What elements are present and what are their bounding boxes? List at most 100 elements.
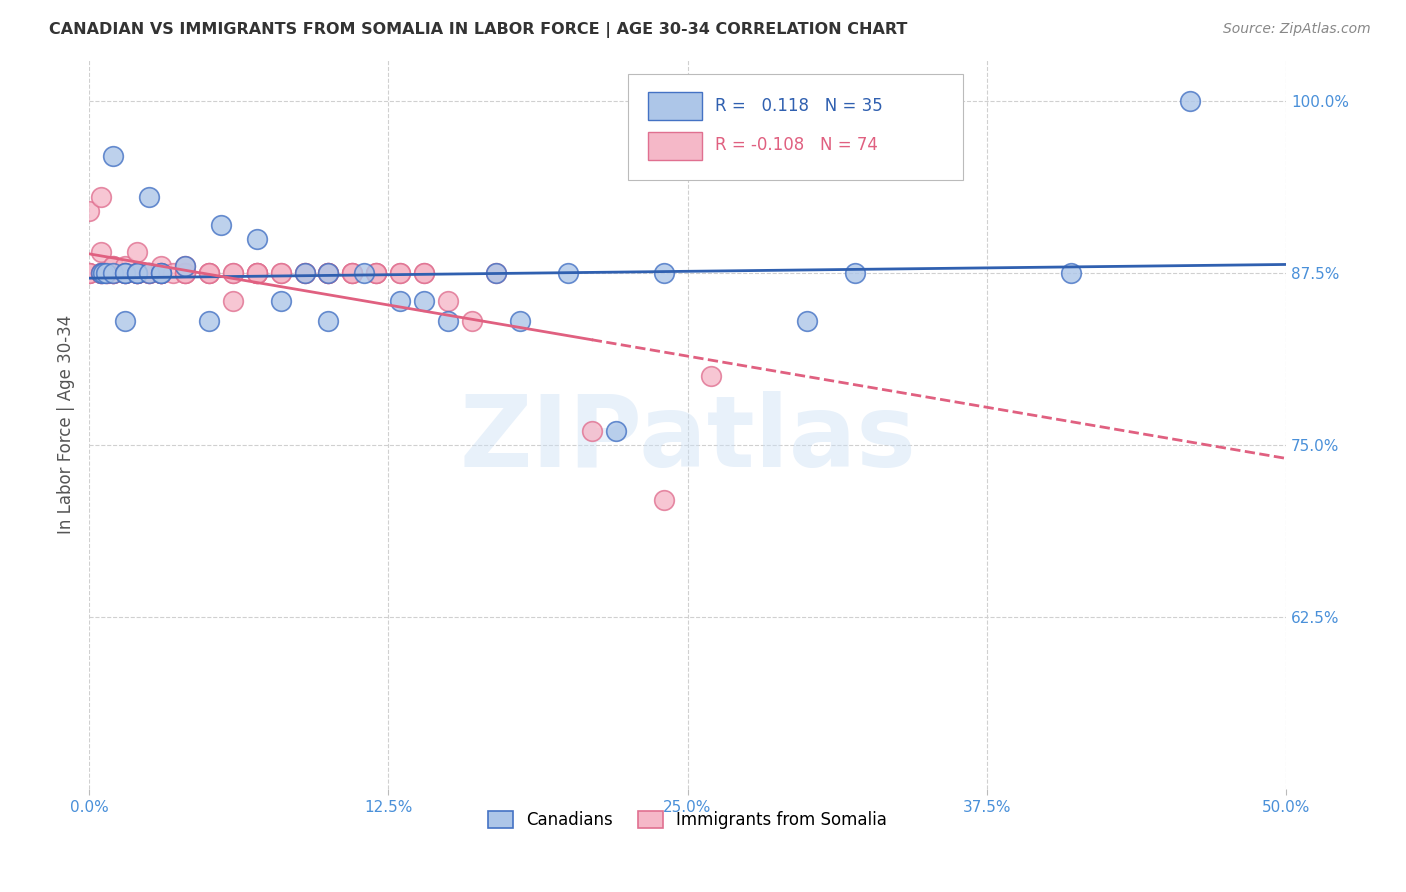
Point [246,266,269,280]
Point [101,266,124,280]
Point [101,259,124,273]
Point [97,266,120,280]
Point [209,218,232,232]
Point [149,266,172,280]
Point [389,293,412,308]
Point [125,266,148,280]
Point [77,266,100,280]
Point [366,266,388,280]
Point [77,266,100,280]
Point [197,266,219,280]
Point [125,245,148,260]
Point [90,266,112,280]
Point [437,314,460,328]
Point [222,293,245,308]
Point [413,266,436,280]
Y-axis label: In Labor Force | Age 30-34: In Labor Force | Age 30-34 [58,315,75,534]
Point [318,314,340,328]
Point [101,266,124,280]
Point [246,231,269,245]
Text: ZIPatlas: ZIPatlas [460,391,915,488]
Point [413,293,436,308]
FancyBboxPatch shape [648,93,702,120]
Text: Source: ZipAtlas.com: Source: ZipAtlas.com [1223,22,1371,37]
Point [197,314,219,328]
Point [162,266,184,280]
Point [90,190,112,204]
Point [94,266,117,280]
Point [94,266,117,280]
Point [389,266,412,280]
Point [90,266,112,280]
Point [485,266,508,280]
Point [149,266,172,280]
Point [485,266,508,280]
Point [138,266,160,280]
Point [94,266,117,280]
Point [366,266,388,280]
Point [700,369,723,384]
FancyBboxPatch shape [627,74,963,180]
Point [557,266,579,280]
Point [222,266,245,280]
Point [101,266,124,280]
Point [366,266,388,280]
Point [605,425,627,439]
Point [90,266,112,280]
Text: R = -0.108   N = 74: R = -0.108 N = 74 [716,136,877,154]
Point [114,266,136,280]
Point [149,259,172,273]
Point [1059,266,1081,280]
Point [342,266,364,280]
Point [114,266,136,280]
Point [197,266,219,280]
Point [114,266,136,280]
Point [125,266,148,280]
Point [138,266,160,280]
Point [318,266,340,280]
Point [125,266,148,280]
Point [173,266,195,280]
FancyBboxPatch shape [648,132,702,160]
Point [461,314,484,328]
Point [294,266,316,280]
Point [149,266,172,280]
Point [318,266,340,280]
Point [125,266,148,280]
Point [173,266,195,280]
Point [101,266,124,280]
Point [101,149,124,163]
Point [114,266,136,280]
Point [125,266,148,280]
Point [796,314,818,328]
Point [101,266,124,280]
Point [413,266,436,280]
Point [844,266,866,280]
Point [342,266,364,280]
Point [125,266,148,280]
Point [246,266,269,280]
Point [173,259,195,273]
Point [114,259,136,273]
Point [149,266,172,280]
Point [318,266,340,280]
Text: CANADIAN VS IMMIGRANTS FROM SOMALIA IN LABOR FORCE | AGE 30-34 CORRELATION CHART: CANADIAN VS IMMIGRANTS FROM SOMALIA IN L… [49,22,908,38]
Text: R =   0.118   N = 35: R = 0.118 N = 35 [716,96,883,114]
Point [173,259,195,273]
Point [197,266,219,280]
Point [93,266,115,280]
Point [101,259,124,273]
Point [173,266,195,280]
Point [294,266,316,280]
Point [652,493,675,508]
Point [294,266,316,280]
Point [77,266,100,280]
Point [246,266,269,280]
Point [246,266,269,280]
Point [222,266,245,280]
Point [318,266,340,280]
Point [652,266,675,280]
Point [114,314,136,328]
Point [581,425,603,439]
Point [138,266,160,280]
